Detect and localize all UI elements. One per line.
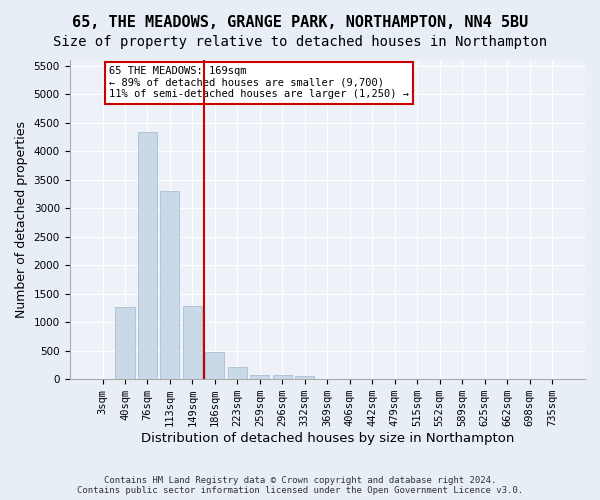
Bar bbox=[138, 132, 157, 379]
Bar bbox=[160, 191, 179, 379]
Bar bbox=[295, 376, 314, 379]
Bar bbox=[228, 368, 247, 379]
Text: Contains HM Land Registry data © Crown copyright and database right 2024.
Contai: Contains HM Land Registry data © Crown c… bbox=[77, 476, 523, 495]
Y-axis label: Number of detached properties: Number of detached properties bbox=[15, 121, 28, 318]
Bar bbox=[250, 374, 269, 379]
Text: 65 THE MEADOWS: 169sqm
← 89% of detached houses are smaller (9,700)
11% of semi-: 65 THE MEADOWS: 169sqm ← 89% of detached… bbox=[109, 66, 409, 100]
Text: Size of property relative to detached houses in Northampton: Size of property relative to detached ho… bbox=[53, 35, 547, 49]
Bar bbox=[183, 306, 202, 379]
Text: 65, THE MEADOWS, GRANGE PARK, NORTHAMPTON, NN4 5BU: 65, THE MEADOWS, GRANGE PARK, NORTHAMPTO… bbox=[72, 15, 528, 30]
Bar bbox=[205, 352, 224, 379]
Bar bbox=[115, 307, 134, 379]
X-axis label: Distribution of detached houses by size in Northampton: Distribution of detached houses by size … bbox=[140, 432, 514, 445]
Bar bbox=[273, 375, 292, 379]
